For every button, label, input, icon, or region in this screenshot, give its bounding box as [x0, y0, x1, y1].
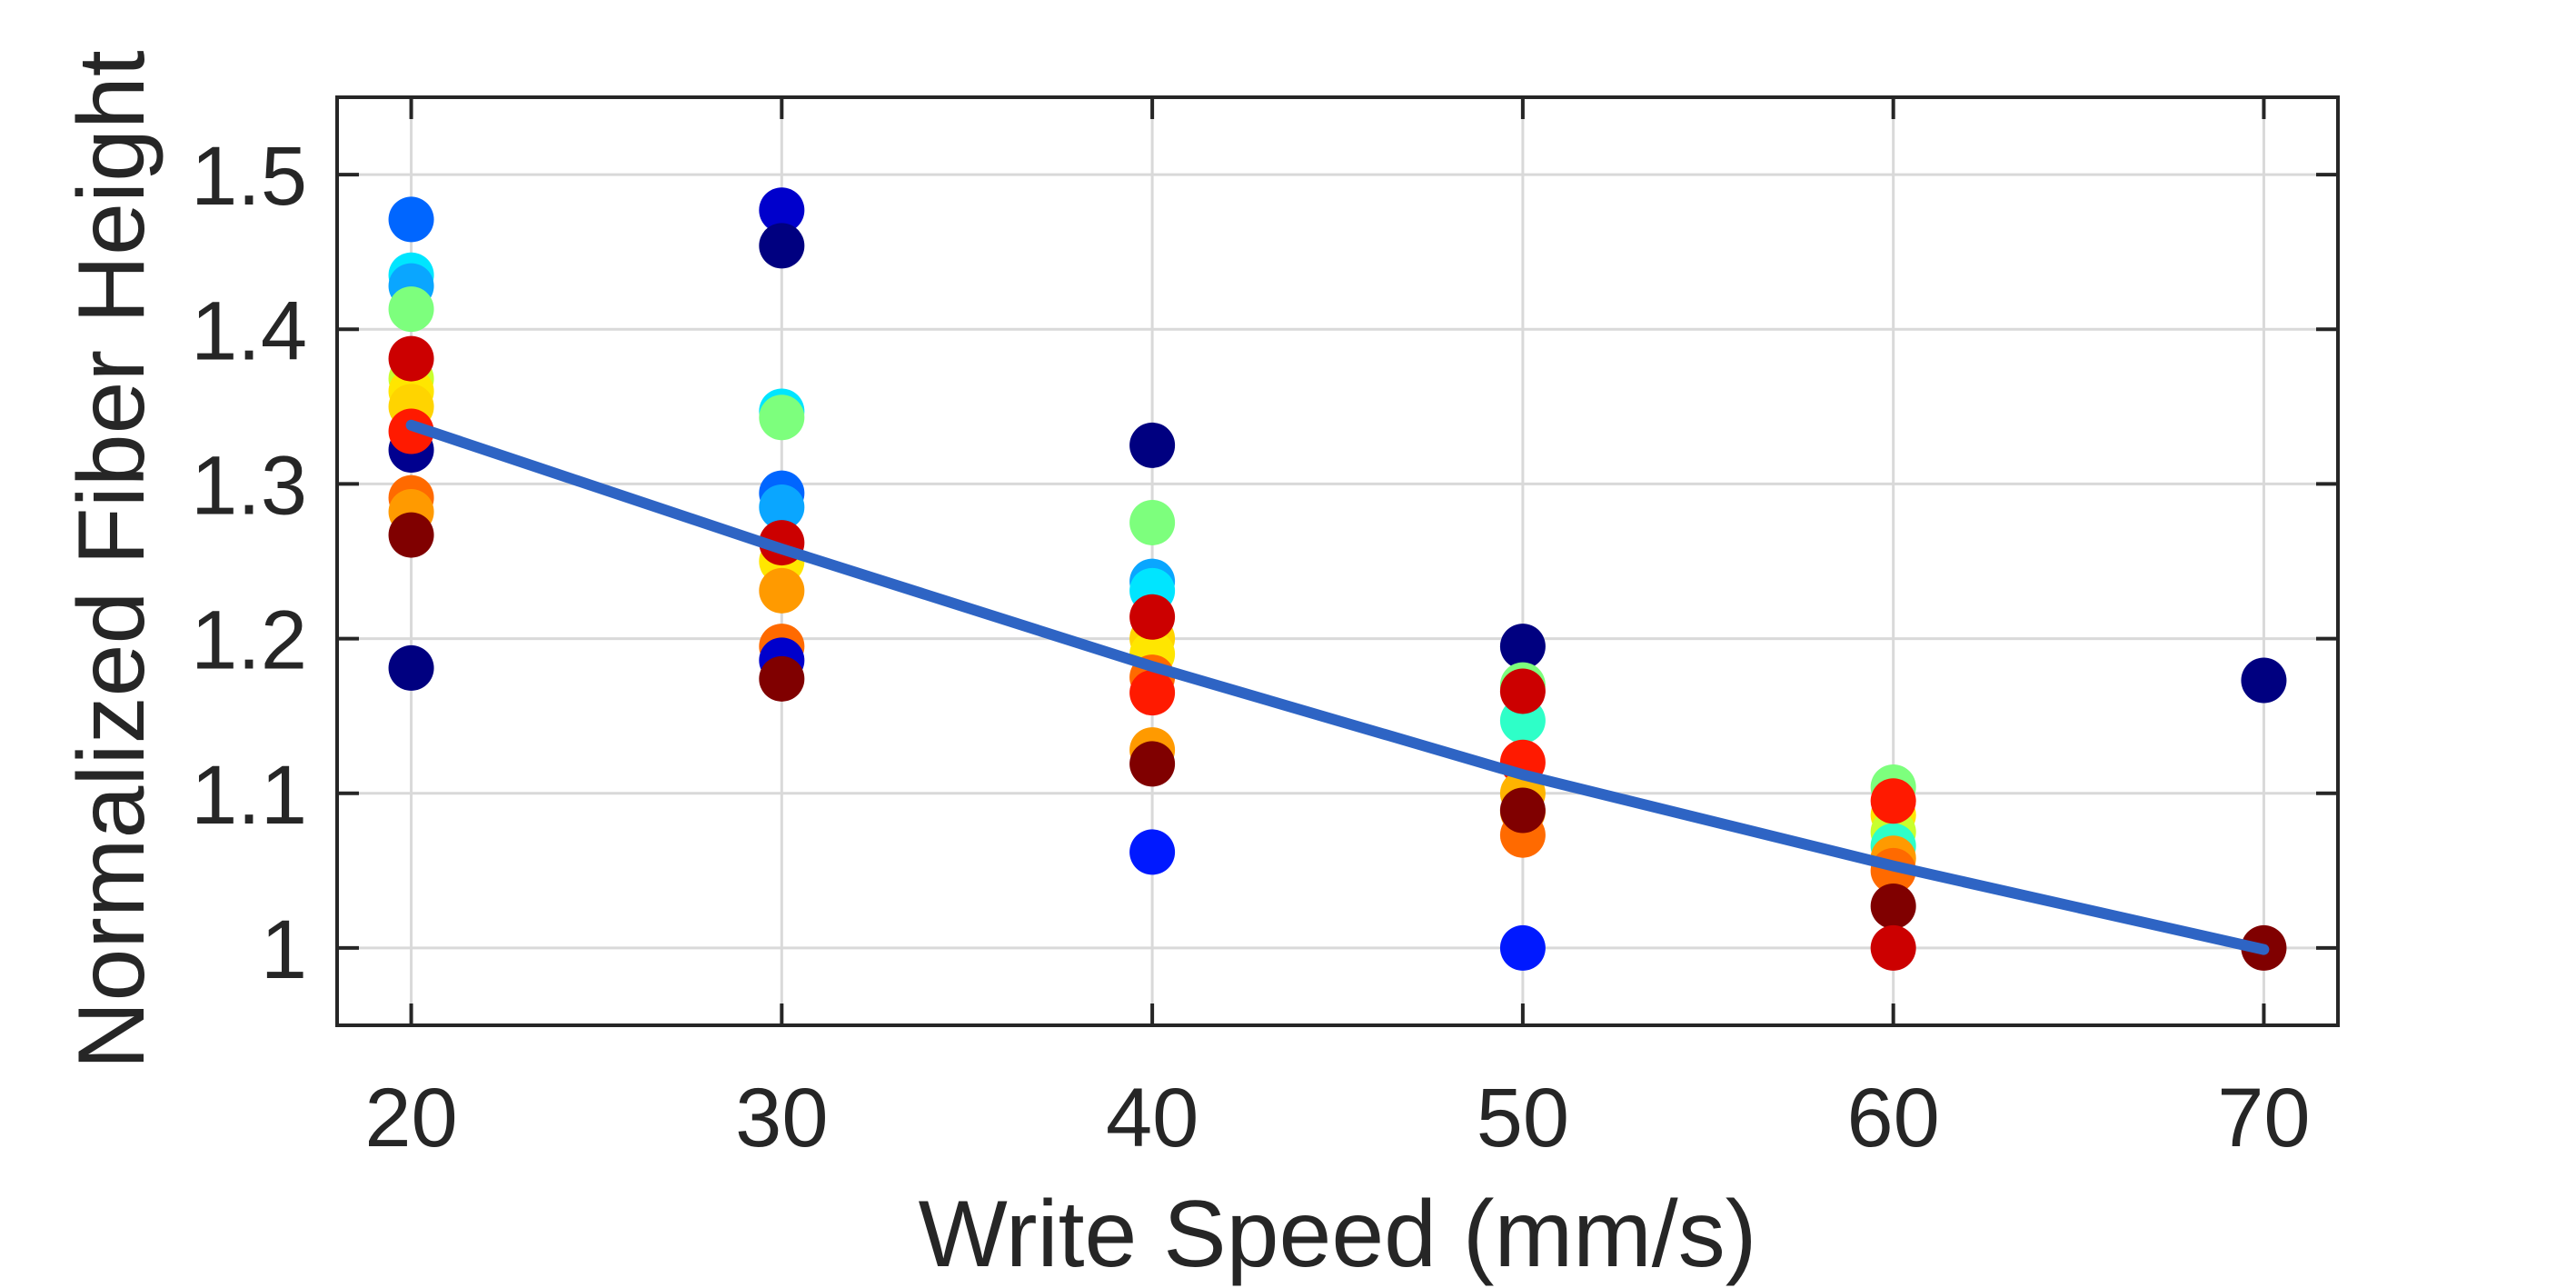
data-point [759, 394, 805, 441]
data-point [1499, 624, 1546, 670]
y-tick-label: 1.4 [191, 285, 307, 377]
data-point [1129, 670, 1176, 716]
data-point [1129, 741, 1176, 787]
x-tick-label: 50 [1477, 1072, 1569, 1164]
data-point [388, 286, 434, 333]
data-point [1870, 883, 1916, 929]
data-point [1129, 499, 1176, 545]
y-tick-label: 1.1 [191, 749, 307, 842]
data-points [388, 187, 2287, 971]
grid-lines [337, 97, 2338, 1025]
x-tick-label: 70 [2217, 1072, 2310, 1164]
data-point [759, 655, 805, 702]
y-axis-label: Normalized Fiber Height [59, 50, 164, 1069]
data-point [1499, 787, 1546, 834]
y-tick-label: 1.2 [191, 594, 307, 687]
data-point [388, 335, 434, 382]
data-point [1499, 668, 1546, 714]
data-point [1129, 422, 1176, 468]
axis-ticks [337, 97, 2338, 1025]
y-tick-label: 1.5 [191, 130, 307, 223]
data-point [1870, 778, 1916, 824]
data-point [1129, 594, 1176, 640]
x-axis-label: Write Speed (mm/s) [919, 1182, 1757, 1287]
data-point [1870, 924, 1916, 971]
trend-line [405, 419, 2270, 955]
x-tick-label: 60 [1846, 1072, 1939, 1164]
x-tick-label: 40 [1106, 1072, 1198, 1164]
data-point [1129, 829, 1176, 875]
data-point [759, 484, 805, 530]
x-tick-label: 20 [364, 1072, 457, 1164]
data-point [759, 187, 805, 234]
data-point [759, 567, 805, 614]
data-point [759, 223, 805, 269]
y-tick-label: 1 [261, 904, 307, 996]
data-point [388, 644, 434, 691]
data-point [388, 196, 434, 243]
data-point [1499, 924, 1546, 971]
y-tick-labels: 1 1.1 1.2 1.3 1.4 1.5 [191, 130, 307, 996]
data-point [388, 408, 434, 454]
x-tick-labels: 20 30 40 50 60 70 [364, 1072, 2310, 1164]
y-tick-label: 1.3 [191, 439, 307, 532]
data-point [388, 512, 434, 558]
data-point [2241, 657, 2287, 704]
plot-area-frame [335, 95, 2340, 1027]
x-tick-label: 30 [735, 1072, 828, 1164]
